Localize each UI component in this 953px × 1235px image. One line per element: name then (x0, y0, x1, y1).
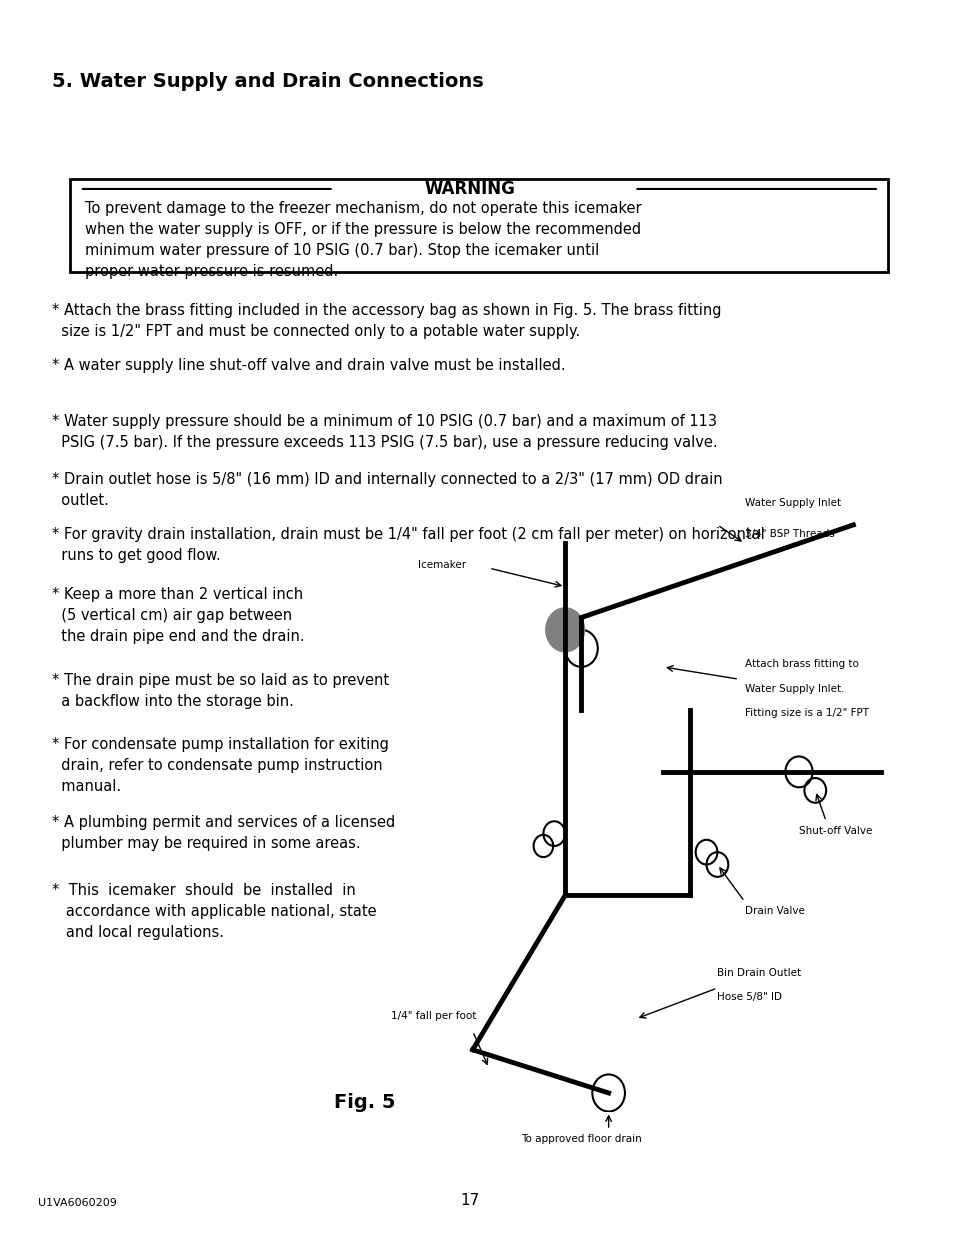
Text: Icemaker: Icemaker (417, 561, 466, 571)
Text: WARNING: WARNING (424, 180, 515, 198)
Text: Hose 5/8" ID: Hose 5/8" ID (717, 993, 781, 1003)
Text: * Attach the brass fitting included in the accessory bag as shown in Fig. 5. The: * Attach the brass fitting included in t… (51, 303, 720, 338)
Text: * For condensate pump installation for exiting
  drain, refer to condensate pump: * For condensate pump installation for e… (51, 737, 388, 794)
Text: * The drain pipe must be so laid as to prevent
  a backflow into the storage bin: * The drain pipe must be so laid as to p… (51, 673, 389, 709)
Text: * A water supply line shut-off valve and drain valve must be installed.: * A water supply line shut-off valve and… (51, 358, 565, 373)
Text: Drain Valve: Drain Valve (743, 906, 803, 916)
Text: Water Supply Inlet: Water Supply Inlet (743, 499, 840, 509)
Text: 17: 17 (460, 1193, 479, 1208)
Text: To approved floor drain: To approved floor drain (520, 1135, 641, 1145)
Text: 3/4" BSP Threads: 3/4" BSP Threads (743, 530, 834, 540)
Circle shape (545, 609, 583, 652)
Text: Fig. 5: Fig. 5 (334, 1093, 395, 1112)
Text: Attach brass fitting to: Attach brass fitting to (743, 659, 858, 669)
Text: Shut-off Valve: Shut-off Valve (798, 826, 871, 836)
Text: Water Supply Inlet.: Water Supply Inlet. (743, 684, 843, 694)
Text: Bin Drain Outlet: Bin Drain Outlet (717, 968, 801, 978)
FancyBboxPatch shape (71, 179, 887, 272)
Text: * For gravity drain installation, drain must be 1/4" fall per foot (2 cm fall pe: * For gravity drain installation, drain … (51, 527, 763, 563)
Text: To prevent damage to the freezer mechanism, do not operate this icemaker
when th: To prevent damage to the freezer mechani… (85, 201, 640, 279)
Text: * A plumbing permit and services of a licensed
  plumber may be required in some: * A plumbing permit and services of a li… (51, 815, 395, 851)
Text: U1VA6060209: U1VA6060209 (37, 1198, 116, 1208)
Text: Fitting size is a 1/2" FPT: Fitting size is a 1/2" FPT (743, 709, 867, 719)
Text: *  This  icemaker  should  be  installed  in
   accordance with applicable natio: * This icemaker should be installed in a… (51, 883, 375, 940)
Text: 5. Water Supply and Drain Connections: 5. Water Supply and Drain Connections (51, 72, 483, 90)
Text: * Water supply pressure should be a minimum of 10 PSIG (0.7 bar) and a maximum o: * Water supply pressure should be a mini… (51, 414, 717, 450)
Text: 1/4" fall per foot: 1/4" fall per foot (391, 1011, 476, 1021)
Text: * Keep a more than 2 vertical inch
  (5 vertical cm) air gap between
  the drain: * Keep a more than 2 vertical inch (5 ve… (51, 587, 304, 643)
Text: * Drain outlet hose is 5/8" (16 mm) ID and internally connected to a 2/3" (17 mm: * Drain outlet hose is 5/8" (16 mm) ID a… (51, 472, 721, 508)
